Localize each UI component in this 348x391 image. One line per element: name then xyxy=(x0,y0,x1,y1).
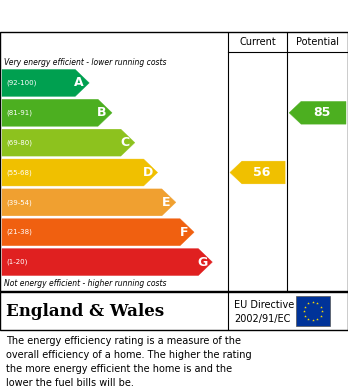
Text: C: C xyxy=(120,136,129,149)
Text: England & Wales: England & Wales xyxy=(6,303,164,319)
Text: (92-100): (92-100) xyxy=(6,80,37,86)
Polygon shape xyxy=(2,159,158,186)
Text: (39-54): (39-54) xyxy=(6,199,32,206)
Polygon shape xyxy=(289,101,346,124)
Text: B: B xyxy=(97,106,107,119)
Text: 85: 85 xyxy=(313,106,330,119)
Text: D: D xyxy=(142,166,153,179)
Text: (55-68): (55-68) xyxy=(6,169,32,176)
Text: EU Directive: EU Directive xyxy=(234,300,294,310)
Text: Energy Efficiency Rating: Energy Efficiency Rating xyxy=(8,9,210,23)
Text: (81-91): (81-91) xyxy=(6,109,32,116)
Text: Very energy efficient - lower running costs: Very energy efficient - lower running co… xyxy=(4,57,166,66)
Text: 56: 56 xyxy=(253,166,270,179)
Polygon shape xyxy=(2,219,194,246)
Text: E: E xyxy=(161,196,170,209)
Text: F: F xyxy=(180,226,188,239)
Text: (21-38): (21-38) xyxy=(6,229,32,235)
Polygon shape xyxy=(2,129,135,156)
Text: 2002/91/EC: 2002/91/EC xyxy=(234,314,290,324)
Polygon shape xyxy=(2,99,112,126)
Text: Not energy efficient - higher running costs: Not energy efficient - higher running co… xyxy=(4,278,166,287)
Text: Current: Current xyxy=(239,37,276,47)
Text: The energy efficiency rating is a measure of the
overall efficiency of a home. T: The energy efficiency rating is a measur… xyxy=(6,336,252,388)
Polygon shape xyxy=(2,189,176,216)
Text: Potential: Potential xyxy=(296,37,339,47)
Text: (69-80): (69-80) xyxy=(6,140,32,146)
Text: (1-20): (1-20) xyxy=(6,259,27,265)
Polygon shape xyxy=(230,161,285,184)
Bar xyxy=(296,296,330,326)
Text: A: A xyxy=(74,76,84,90)
Polygon shape xyxy=(2,249,212,276)
Text: G: G xyxy=(197,256,207,269)
Polygon shape xyxy=(2,70,89,96)
